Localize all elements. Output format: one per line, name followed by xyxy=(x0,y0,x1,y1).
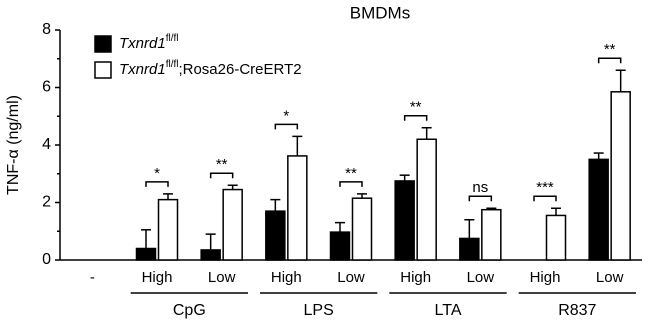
bar xyxy=(329,231,351,261)
legend-label: Txnrd1fl/fl;Rosa26-CreERT2 xyxy=(119,59,302,78)
bar xyxy=(222,188,243,261)
bar xyxy=(287,155,308,261)
significance-label: ** xyxy=(410,99,422,116)
bar xyxy=(200,249,221,261)
error-bar xyxy=(421,127,432,140)
error-bar xyxy=(615,69,626,92)
x-tick-label: - xyxy=(90,269,95,286)
significance-bracket xyxy=(339,181,363,187)
y-tick-label: 0 xyxy=(42,251,51,268)
legend-label-part: ;Rosa26-CreERT2 xyxy=(178,61,301,78)
significance-bracket xyxy=(145,181,169,187)
error-bar xyxy=(551,207,561,216)
bar xyxy=(588,158,609,261)
significance-label: * xyxy=(283,107,289,124)
group-label: LPS xyxy=(304,302,334,319)
significance-bracket xyxy=(597,57,622,64)
x-tick-label: Low xyxy=(596,269,624,286)
legend-label: Txnrd1fl/fl xyxy=(119,33,178,52)
error-bar xyxy=(163,193,173,200)
x-tick-label: Low xyxy=(337,269,365,286)
x-tick-label: High xyxy=(530,269,561,286)
legend-label-part: fl/fl xyxy=(166,59,179,70)
error-bar xyxy=(335,221,345,233)
error-bar xyxy=(486,207,497,210)
error-bar xyxy=(227,184,238,190)
error-bar xyxy=(270,198,281,212)
legend-label-part: fl/fl xyxy=(166,33,179,44)
y-axis-label: TNF-α (ng/ml) xyxy=(5,95,22,195)
legend-swatch xyxy=(94,35,112,53)
y-tick-label: 4 xyxy=(42,136,51,153)
significance-label: * xyxy=(154,165,160,182)
bar xyxy=(610,91,631,261)
error-bar xyxy=(593,152,604,160)
y-tick-label: 6 xyxy=(42,79,51,96)
y-tick-label: 2 xyxy=(42,194,51,211)
significance-label: ** xyxy=(345,165,357,182)
x-tick-label: Low xyxy=(467,269,495,286)
group-label: R837 xyxy=(558,302,596,319)
significance-bracket xyxy=(274,123,299,130)
significance-label: *** xyxy=(536,179,554,196)
bar xyxy=(135,247,157,261)
x-tick-label: High xyxy=(142,269,173,286)
chart-title: BMDMs xyxy=(350,3,410,22)
significance-label: ns xyxy=(472,179,488,196)
significance-label: ** xyxy=(604,41,616,58)
error-bar xyxy=(205,233,216,250)
legend-label-part: Txnrd1 xyxy=(119,61,166,78)
error-bar xyxy=(464,219,475,239)
bar xyxy=(545,214,567,261)
error-bar xyxy=(141,229,151,249)
significance-bracket xyxy=(468,195,493,202)
bar xyxy=(416,138,437,261)
significance-bracket xyxy=(209,172,234,179)
x-tick-label: Low xyxy=(208,269,236,286)
significance-bracket xyxy=(403,115,428,121)
group-label: LTA xyxy=(435,302,462,319)
significance-label: ** xyxy=(216,156,228,173)
bar xyxy=(157,198,179,261)
error-bar xyxy=(292,135,303,156)
group-label: CpG xyxy=(173,302,206,319)
y-tick-label: 8 xyxy=(42,21,51,38)
legend-label-part: Txnrd1 xyxy=(119,35,166,52)
bar xyxy=(481,208,502,261)
x-tick-label: High xyxy=(271,269,302,286)
error-bar xyxy=(399,174,410,181)
legend-swatch xyxy=(94,61,112,79)
x-tick-label: High xyxy=(400,269,431,286)
bar xyxy=(394,180,415,261)
bar xyxy=(351,197,373,261)
bar xyxy=(265,210,286,261)
bar xyxy=(459,237,480,261)
significance-bracket xyxy=(533,195,557,202)
error-bar xyxy=(357,193,367,199)
